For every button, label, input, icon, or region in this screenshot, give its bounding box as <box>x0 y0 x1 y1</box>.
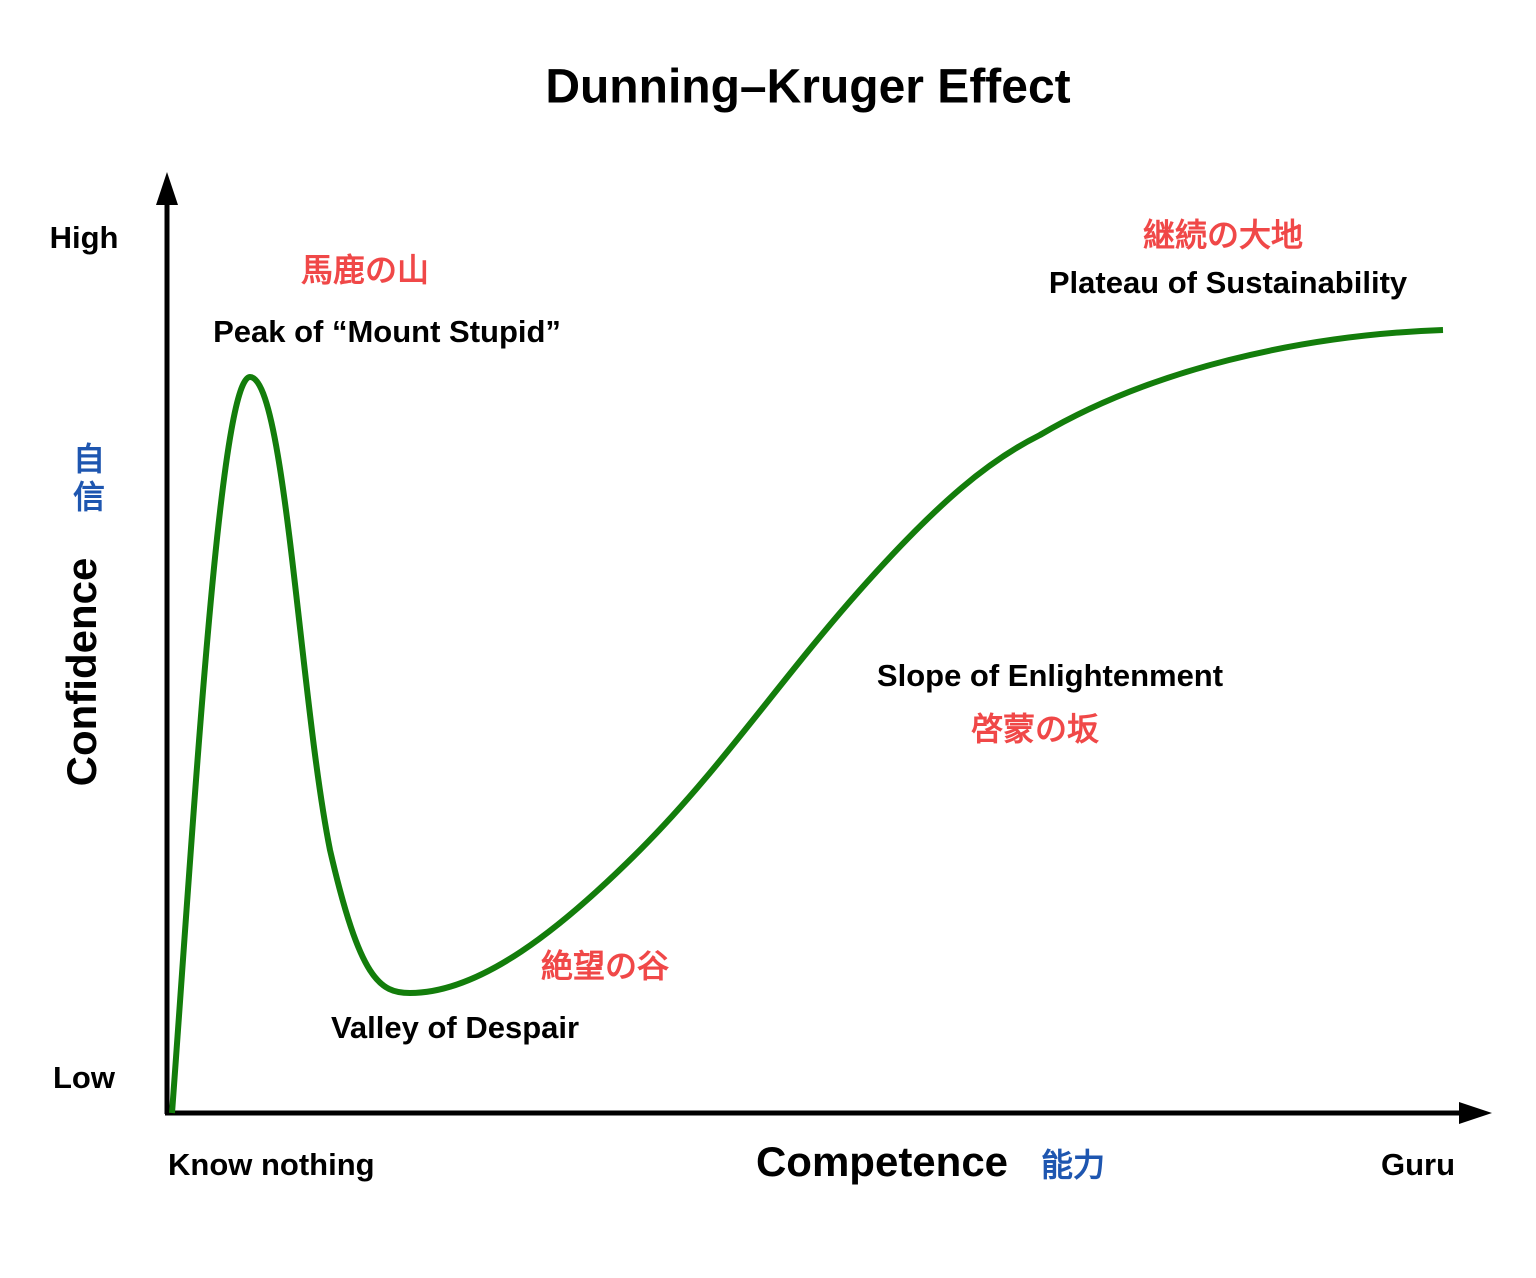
y-low: Low <box>53 1060 116 1095</box>
title: Dunning–Kruger Effect <box>545 61 1070 114</box>
x-start: Know nothing <box>168 1147 375 1182</box>
stage-label-ja: 啓蒙の坂 <box>971 710 1099 748</box>
x-axis-arrow <box>1459 1102 1492 1124</box>
y-high: High <box>50 220 119 255</box>
stage-label-ja: 絶望の谷 <box>541 947 669 985</box>
stage-label-ja: 継続の大地 <box>1143 216 1303 254</box>
y-axis-arrow <box>156 172 178 205</box>
x-label: Competence <box>756 1138 1008 1185</box>
stage-label-ja: 馬鹿の山 <box>301 251 429 289</box>
stage-label: Plateau of Sustainability <box>1049 265 1408 300</box>
stage-label: Slope of Enlightenment <box>877 658 1223 693</box>
x-label-ja: 能力 <box>1041 1146 1105 1184</box>
stage-label: Valley of Despair <box>331 1010 579 1045</box>
stage-label: Peak of “Mount Stupid” <box>213 314 561 349</box>
curve <box>169 327 1444 1114</box>
x-end: Guru <box>1381 1147 1455 1182</box>
y-label: Confidence <box>58 558 105 787</box>
y-label-ja: 自信 <box>68 442 106 518</box>
